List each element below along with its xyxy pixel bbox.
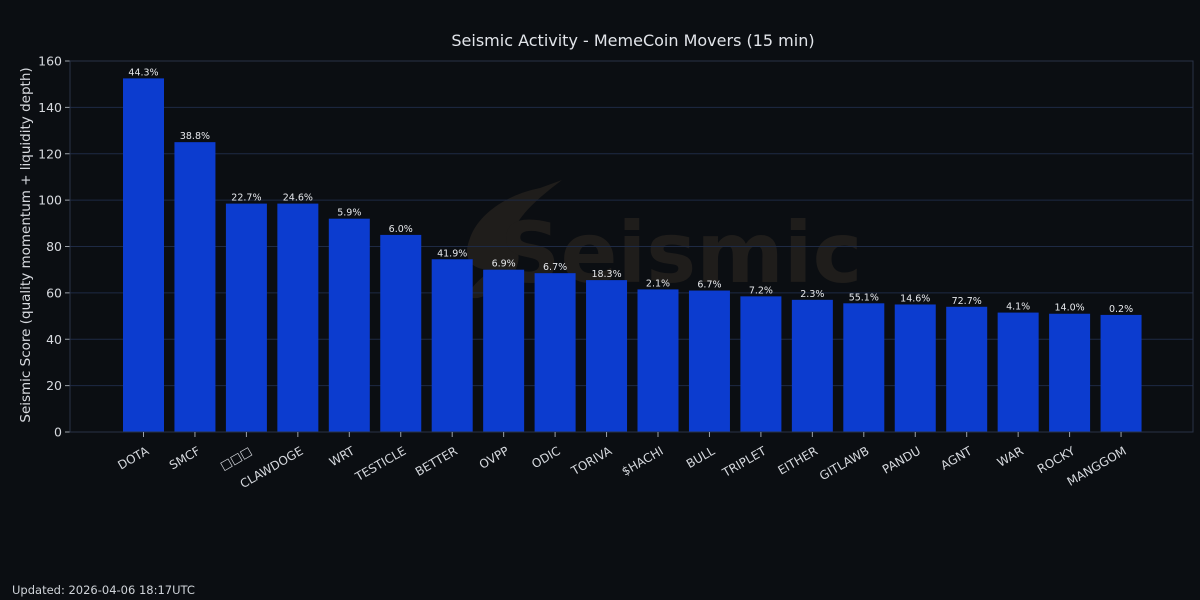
- data-label: 14.6%: [900, 293, 930, 304]
- data-label: 7.2%: [749, 285, 773, 296]
- x-tick-label: MANGGOM: [1065, 444, 1129, 489]
- x-tick-label: WRT: [327, 443, 358, 469]
- bar: [380, 234, 422, 432]
- x-tick-label: AGNT: [938, 443, 975, 472]
- bar: [586, 280, 628, 432]
- y-tick-label: 60: [46, 285, 62, 300]
- bar: [431, 259, 473, 432]
- bar: [1100, 314, 1142, 432]
- x-tick-label: TORIVA: [568, 443, 615, 478]
- bar: [688, 290, 730, 432]
- y-tick-label: 120: [38, 146, 62, 161]
- bar: [225, 203, 267, 432]
- data-label: 0.2%: [1109, 304, 1133, 315]
- bar: [791, 299, 833, 432]
- x-tick-label: WAR: [995, 444, 1026, 470]
- data-label: 2.1%: [646, 278, 670, 289]
- x-tick-label: ODIC: [529, 444, 563, 471]
- data-label: 18.3%: [591, 269, 621, 280]
- chart-title: Seismic Activity - MemeCoin Movers (15 m…: [451, 31, 814, 50]
- data-label: 55.1%: [849, 292, 879, 303]
- axes: [65, 60, 1194, 437]
- data-labels: 44.3% 38.8% 22.7% 24.6% 5.9% 6.0% 41.9% 6.9% 6.7…: [128, 67, 1133, 315]
- data-label: 6.7%: [543, 262, 567, 273]
- data-label: 2.3%: [800, 289, 824, 300]
- y-tick-label: 0: [54, 425, 62, 440]
- x-tick-label: SMCF: [167, 444, 203, 473]
- bar: [123, 78, 164, 432]
- bar: [740, 296, 782, 432]
- y-axis-label: Seismic Score (quality momentum + liquid…: [18, 67, 34, 422]
- bar: [997, 312, 1039, 432]
- x-tick-label: PANDU: [880, 444, 923, 477]
- data-label: 44.3%: [128, 67, 158, 78]
- y-tick-label: 40: [46, 332, 62, 347]
- x-tick-label: BETTER: [413, 444, 460, 479]
- data-label: 14.0%: [1055, 303, 1085, 314]
- x-tick-label: EITHER: [775, 444, 820, 478]
- x-tick-label: □□□: [218, 444, 254, 473]
- y-tick-label: 100: [38, 193, 62, 208]
- data-label: 4.1%: [1006, 302, 1030, 313]
- data-label: 6.9%: [492, 259, 516, 270]
- x-tick-label: GITLAWB: [817, 444, 871, 484]
- y-tick-labels: 0 20 40 60 80 100 120 140 160: [38, 54, 62, 440]
- y-tick-label: 160: [38, 54, 62, 69]
- x-tick-label: TRIPLET: [719, 443, 769, 480]
- bar: [843, 303, 885, 432]
- bar: [946, 306, 988, 432]
- x-tick-label: $HACHI: [619, 444, 665, 479]
- data-label: 72.7%: [952, 296, 982, 307]
- bar: [174, 142, 216, 432]
- x-tick-label: TESTICLE: [352, 444, 408, 485]
- x-tick-label: BULL: [684, 444, 718, 471]
- bar: [277, 203, 319, 432]
- y-tick-label: 140: [38, 100, 62, 115]
- data-label: 24.6%: [283, 193, 313, 204]
- data-label: 22.7%: [231, 193, 261, 204]
- bar: [894, 304, 936, 432]
- data-label: 6.0%: [389, 224, 413, 235]
- bars: [123, 78, 1142, 432]
- y-tick-label: 80: [46, 239, 62, 254]
- data-label: 38.8%: [180, 131, 210, 142]
- bar: [1049, 313, 1091, 432]
- x-tick-label: DOTA: [115, 443, 152, 472]
- bar: [534, 273, 576, 432]
- seismic-swoosh-icon: [466, 180, 562, 299]
- bar: [328, 218, 370, 432]
- data-label: 41.9%: [437, 248, 467, 259]
- bar: [637, 289, 679, 432]
- updated-timestamp: Updated: 2026-04-06 18:17UTC: [12, 583, 195, 597]
- data-label: 6.7%: [697, 280, 721, 291]
- plot-frame: [69, 60, 1194, 433]
- bar: [483, 269, 525, 432]
- x-tick-label: OVPP: [477, 444, 512, 472]
- x-tick-label: ROCKY: [1035, 443, 1078, 476]
- y-tick-label: 20: [46, 378, 62, 393]
- data-label: 5.9%: [337, 208, 361, 219]
